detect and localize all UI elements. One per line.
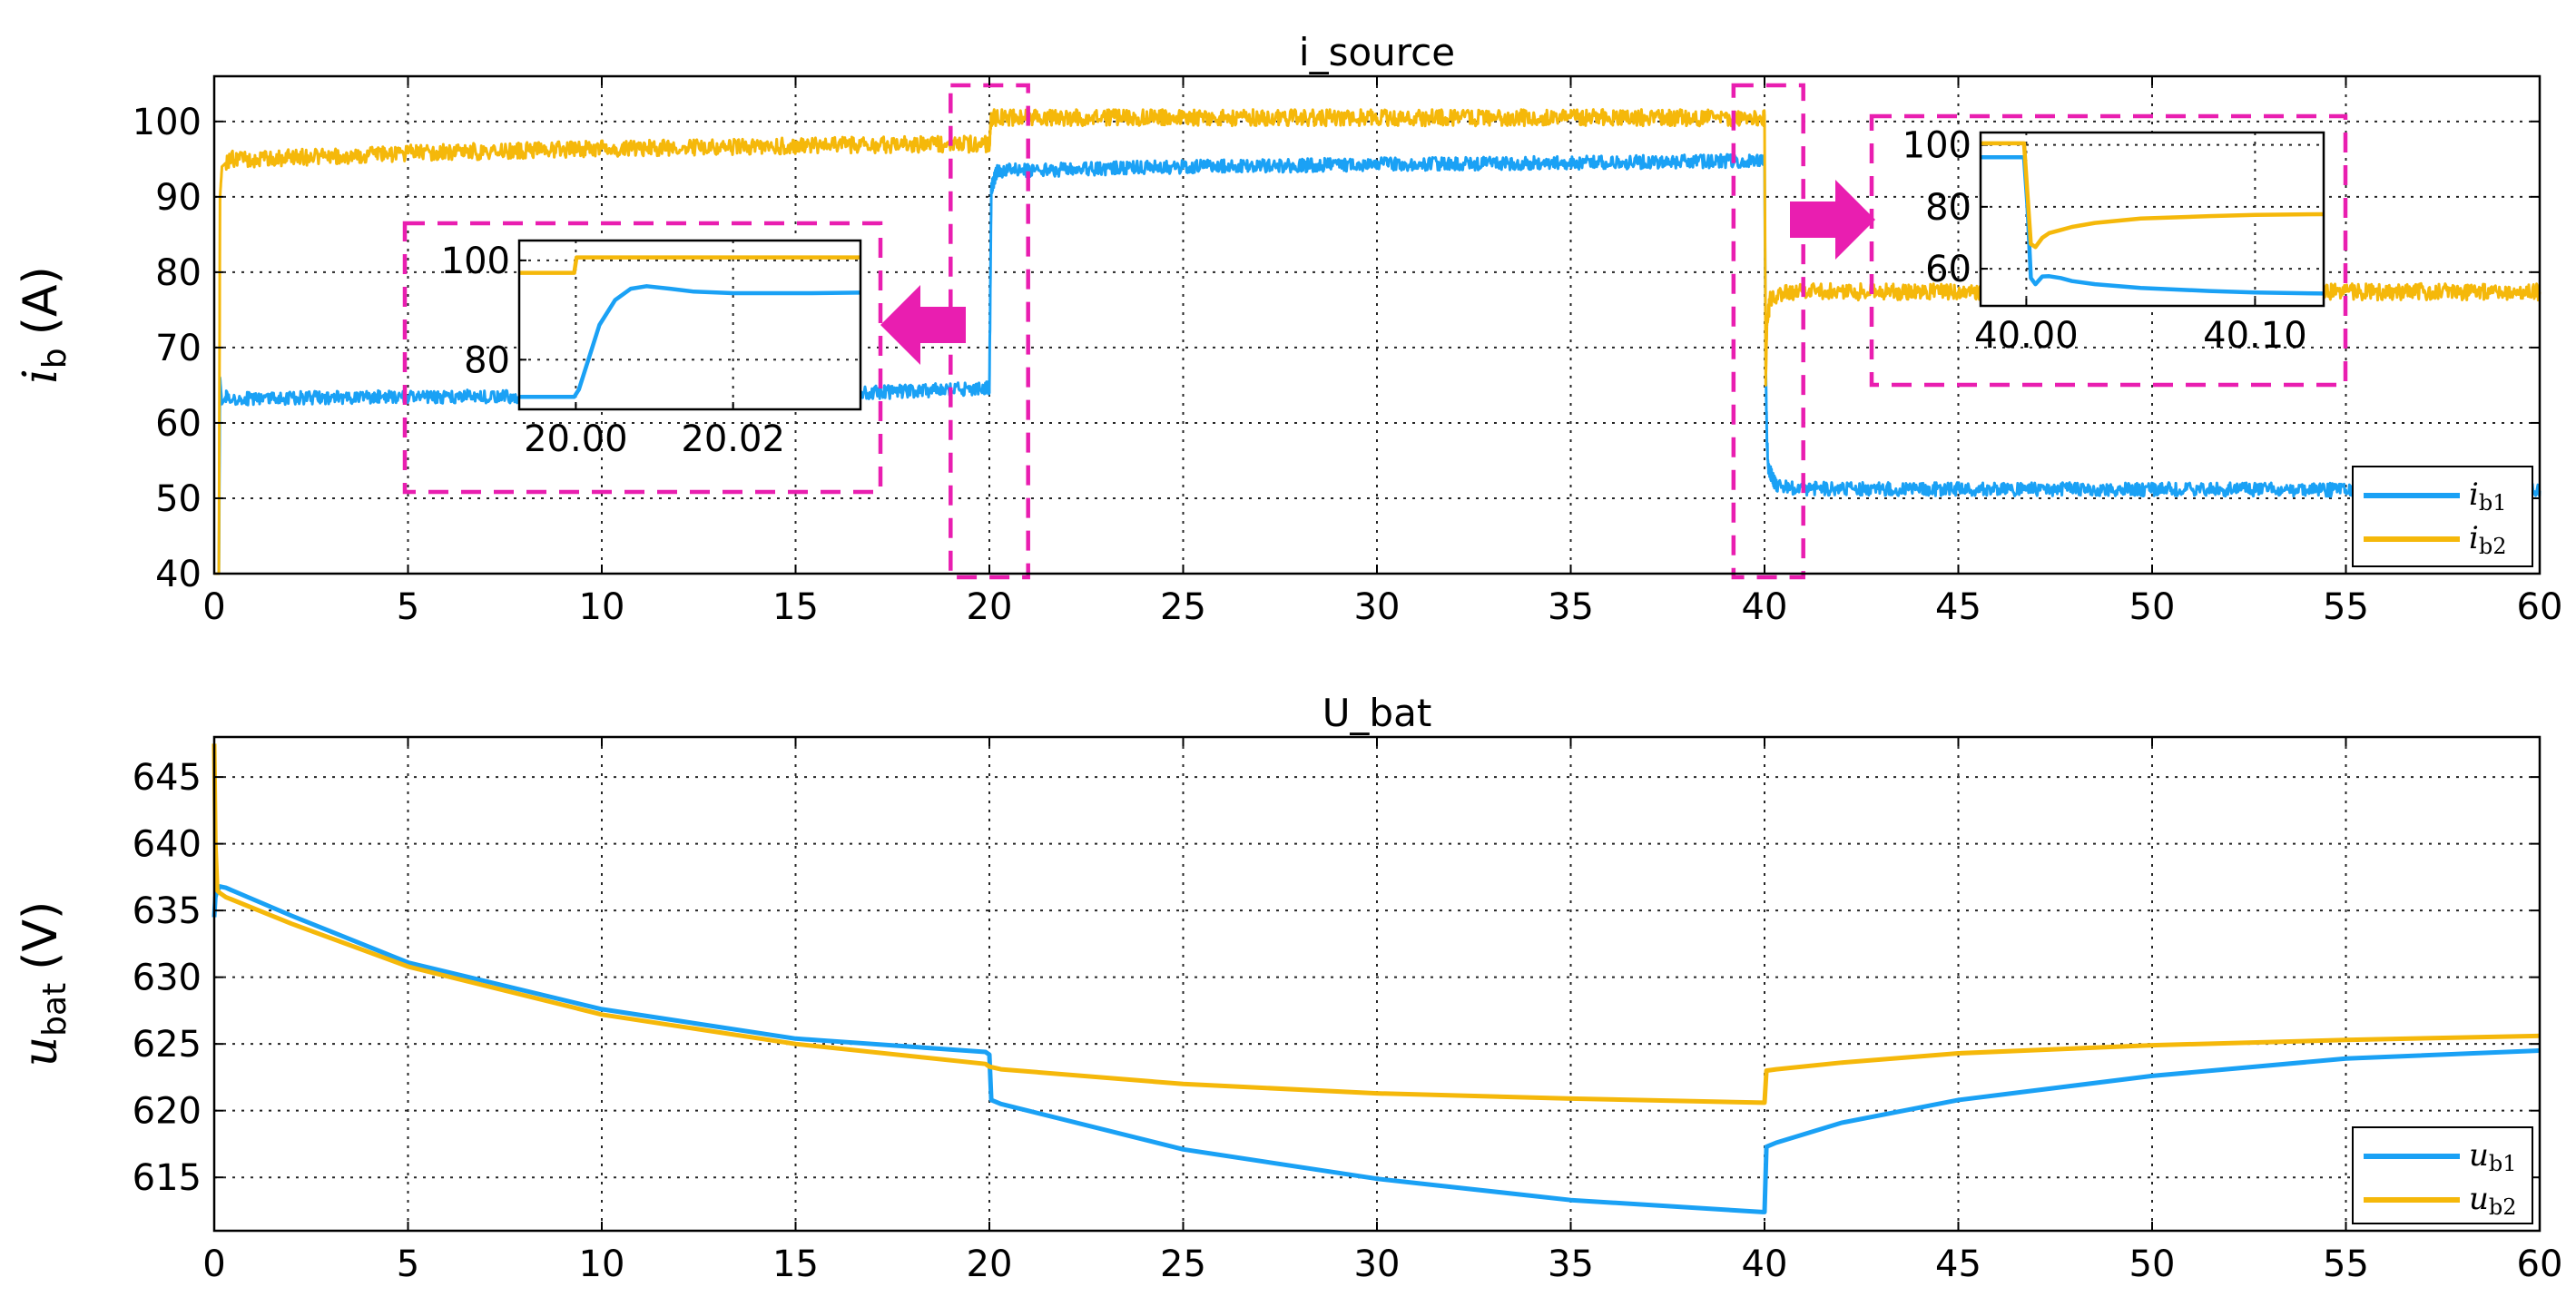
y-axis-label-u-bat: ubat (V) (14, 901, 74, 1067)
y-tick-label: 635 (133, 890, 202, 932)
x-tick-label: 0 (202, 1243, 225, 1285)
grid-u-bat (214, 737, 2540, 1231)
chart-title-i-source: i_source (1299, 30, 1455, 74)
x-tick-label: 60 (2517, 1243, 2563, 1285)
series-line-ub2 (211, 743, 2541, 1106)
x-tick-label: 20 (967, 586, 1013, 628)
inset-y-tick-label: 60 (1925, 249, 1971, 290)
legend-label-subscript: b2 (2489, 1194, 2517, 1220)
legend-label-ub2: ub2 (2469, 1181, 2517, 1220)
x-tick-label: 50 (2129, 1243, 2176, 1285)
inset-frame (517, 239, 862, 411)
y-tick-label: 60 (155, 403, 202, 445)
x-tick-label: 40 (1742, 586, 1788, 628)
x-tick-label: 50 (2129, 586, 2176, 628)
y-tick-label: 645 (133, 757, 202, 799)
x-tick-label: 40 (1742, 1243, 1788, 1285)
chart-u-bat: 0 5 10 15 20 25 30 35 40 45 50 55 60 615 620 625 630 635 6… (14, 691, 2562, 1285)
x-tick-label: 30 (1354, 586, 1401, 628)
y-tick-label: 40 (155, 554, 202, 595)
inset-region-box (1869, 113, 2348, 388)
x-tick-label: 10 (579, 1243, 625, 1285)
y-axis-label-subscript: b (36, 348, 74, 369)
x-tick-label: 25 (1160, 1243, 1206, 1285)
y-axis-label-symbol: i (14, 369, 68, 384)
x-tick-label: 20 (967, 1243, 1013, 1285)
y-tick-label: 100 (133, 102, 202, 143)
inset-chart: 40.00 40.10 60 80 100 (1903, 125, 2325, 357)
legend-label-symbol: u (2469, 1137, 2489, 1174)
legend-box (2352, 1126, 2533, 1224)
x-tick-label: 5 (397, 1243, 419, 1285)
ticks-i-source: 0 5 10 15 20 25 30 35 40 45 50 55 60 40 50 60 70 80 90 100 (133, 76, 2563, 628)
y-tick-label: 50 (155, 478, 202, 520)
legend-label-subscript: b2 (2479, 534, 2507, 559)
insets: 20.00 20.02 80 100 40.00 40.10 60 80 100 (402, 113, 2348, 495)
inset-region-box (402, 221, 883, 495)
series-line-ub1 (211, 884, 2541, 1214)
y-tick-label: 70 (155, 328, 202, 369)
arrow-right-icon (1790, 180, 1875, 260)
inset-frame (1979, 131, 2325, 308)
inset-series-line-ib1 (519, 284, 861, 399)
legend-box (2352, 466, 2533, 567)
legend-label-ib1: ib1 (2469, 477, 2507, 516)
y-tick-label: 640 (133, 824, 202, 866)
y-tick-label: 620 (133, 1091, 202, 1133)
inset-background (519, 241, 860, 409)
x-tick-label: 60 (2517, 586, 2563, 628)
inset-x-tick-label: 20.02 (681, 418, 785, 460)
legend-label-symbol: i (2469, 520, 2479, 556)
inset-y-tick-label: 100 (1903, 125, 1971, 167)
x-tick-label: 35 (1548, 586, 1594, 628)
legend-label-subscript: b1 (2489, 1151, 2517, 1176)
chart-i-source: 20.00 20.02 80 100 40.00 40.10 60 80 100 0 5 10 15 2… (14, 30, 2562, 628)
inset-y-tick-label: 80 (1925, 187, 1971, 229)
x-tick-label: 10 (579, 586, 625, 628)
y-tick-label: 90 (155, 177, 202, 219)
inset-y-tick-label: 100 (441, 241, 510, 282)
y-axis-label-i-source: ib (A) (14, 266, 74, 384)
legend-label-ib2: ib2 (2469, 520, 2507, 559)
series-u-bat (211, 743, 2541, 1214)
x-tick-label: 15 (772, 586, 819, 628)
x-tick-label: 5 (397, 586, 419, 628)
x-tick-label: 45 (1935, 586, 1981, 628)
x-tick-label: 0 (202, 586, 225, 628)
x-tick-label: 30 (1354, 1243, 1401, 1285)
arrow-left-icon (880, 285, 966, 365)
y-axis-label-symbol: u (14, 1037, 68, 1067)
zoom-region-box (1731, 83, 1805, 580)
inset-x-tick-label: 20.00 (524, 418, 628, 460)
legend-label-symbol: i (2469, 477, 2479, 513)
chart-title-u-bat: U_bat (1322, 691, 1432, 735)
y-tick-label: 615 (133, 1157, 202, 1199)
y-tick-label: 80 (155, 252, 202, 294)
inset-chart: 20.00 20.02 80 100 (441, 239, 862, 460)
ticks-u-bat: 0 5 10 15 20 25 30 35 40 45 50 55 60 615 620 625 630 635 6… (133, 737, 2563, 1285)
x-tick-label: 35 (1548, 1243, 1594, 1285)
x-tick-label: 15 (772, 1243, 819, 1285)
x-tick-label: 55 (2323, 586, 2369, 628)
x-tick-label: 55 (2323, 1243, 2369, 1285)
x-tick-label: 25 (1160, 586, 1206, 628)
y-axis-label-unit: (V) (14, 901, 68, 970)
y-tick-label: 625 (133, 1024, 202, 1066)
inset-series-line-ib2 (1981, 141, 2325, 250)
inset-x-tick-label: 40.10 (2203, 315, 2307, 357)
y-axis-label-subscript: bat (36, 983, 74, 1037)
inset-y-tick-label: 80 (464, 339, 510, 381)
inset-series-line-ib2 (519, 255, 860, 275)
legend-label-symbol: u (2469, 1181, 2489, 1217)
y-axis-label-unit: (A) (14, 266, 68, 335)
x-tick-label: 45 (1935, 1243, 1981, 1285)
legend-label-ub1: ub1 (2469, 1137, 2517, 1176)
legend-label-subscript: b1 (2479, 490, 2507, 516)
y-tick-label: 630 (133, 958, 202, 999)
inset-x-tick-label: 40.00 (1974, 315, 2079, 357)
